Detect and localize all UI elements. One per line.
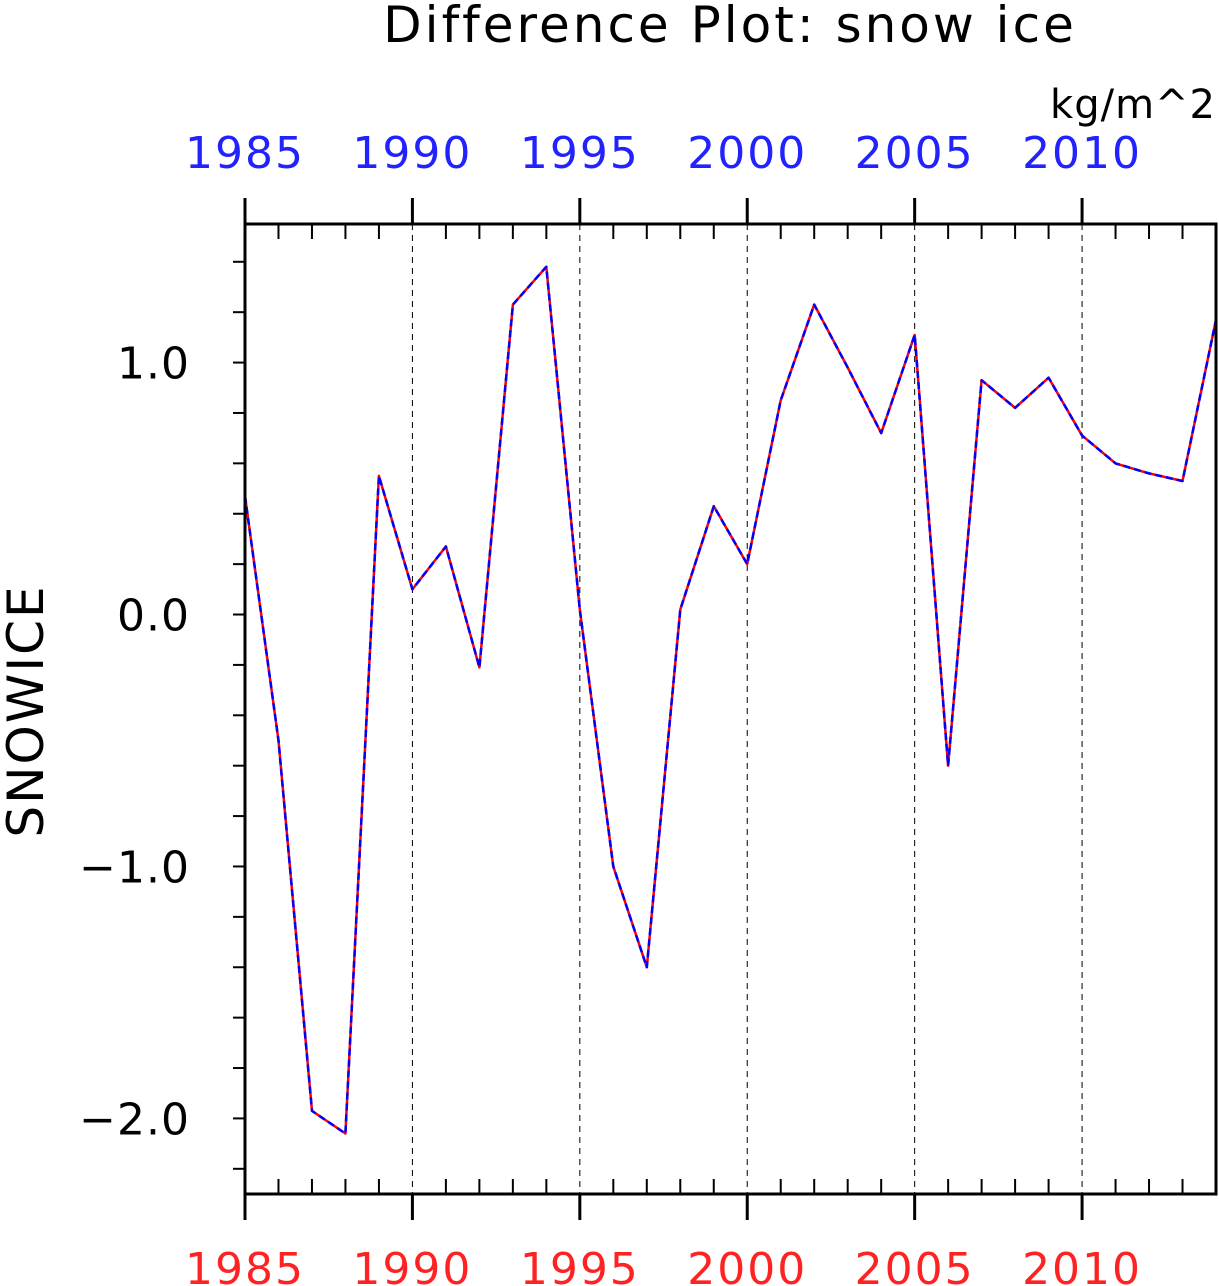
y-axis-title: SNOWICE: [0, 584, 55, 837]
x-tick-label-bottom: 2010: [1022, 1244, 1142, 1286]
x-tick-label-bottom: 2000: [687, 1244, 807, 1286]
x-tick-label-top: 2005: [855, 128, 975, 179]
x-tick-label-top: 1990: [352, 128, 472, 179]
x-tick-label-top: 1985: [185, 128, 305, 179]
x-tick-label-top: 2000: [687, 128, 807, 179]
gridlines: [411, 224, 1083, 1194]
plot-frame: [243, 222, 1218, 1196]
chart-title: Difference Plot: snow ice: [383, 0, 1077, 54]
x-tick-label-bottom: 1995: [520, 1244, 640, 1286]
series-line-dashed: [243, 265, 1218, 1135]
y-tick-label: −1.0: [79, 842, 190, 893]
y-tick-label: 0.0: [117, 591, 190, 642]
x-tick-label-top: 1995: [520, 128, 640, 179]
axis-labels: 1985 1985 1990 1990 1995 1995 2000 2000 2005 2005…: [79, 128, 1142, 1286]
y-tick-label: 1.0: [117, 339, 190, 390]
x-tick-label-bottom: 2005: [855, 1244, 975, 1286]
y-tick-label: −2.0: [79, 1094, 190, 1145]
x-tick-label-bottom: 1985: [185, 1244, 305, 1286]
x-tick-label-bottom: 1990: [352, 1244, 472, 1286]
x-tick-label-top: 2010: [1022, 128, 1142, 179]
data-series: [243, 265, 1218, 1135]
series-line-solid: [243, 265, 1218, 1135]
units-label: kg/m^2: [1050, 82, 1216, 128]
axis-ticks: [233, 198, 1217, 1220]
